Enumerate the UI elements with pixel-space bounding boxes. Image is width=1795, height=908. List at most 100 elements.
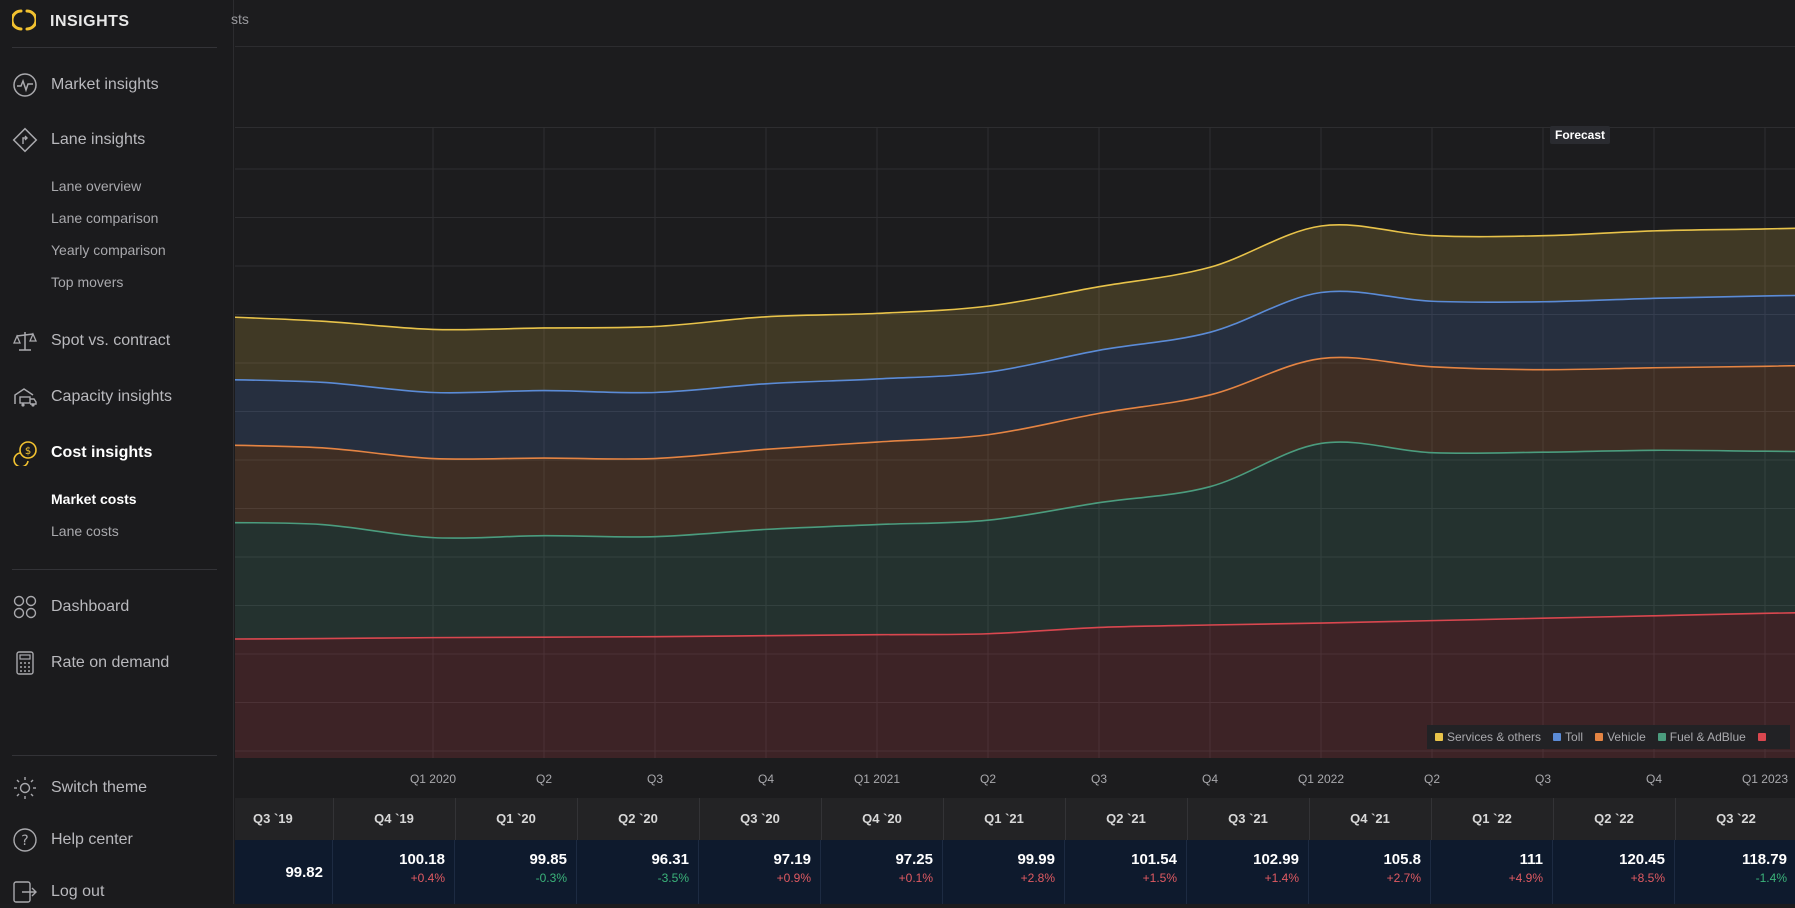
legend-swatch [1757,733,1766,741]
nav-market-insights[interactable]: Market insights [12,69,159,101]
column-header: Q1 `22 [1472,811,1512,826]
cell-value: 105.8 [1383,851,1421,868]
legend-swatch [1657,733,1666,741]
column-header: Q3 `22 [1716,811,1756,826]
table-cell: 99.82 [235,840,333,904]
chart-grid [235,127,1795,758]
cell-change: +8.5% [1630,871,1665,885]
road-sign-icon [12,127,38,153]
chart-areas [235,224,1795,759]
x-tick-label: Q3 [647,772,663,786]
chart-legend: Services & others Toll Vehicle Fuel & Ad… [1427,725,1790,749]
column-divider [1431,798,1432,840]
legend-item-fuel[interactable]: Fuel & AdBlue [1657,730,1746,744]
coins-icon: $ [12,440,38,466]
legend-item-vehicle[interactable]: Vehicle [1595,730,1646,744]
column-header: Q4 `20 [862,811,902,826]
cell-value: 97.19 [773,851,811,868]
nav-label: Lane insights [51,131,146,148]
nav-label: Spot vs. contract [51,332,171,349]
logout-button[interactable]: Log out [12,876,104,908]
help-center-link[interactable]: ? Help center [12,824,133,856]
column-divider [821,798,822,840]
nav-lane-insights[interactable]: Lane insights [12,124,145,156]
nav-rate-on-demand[interactable]: Rate on demand [12,647,169,679]
area-vehicle [235,357,1795,539]
x-tick-label: Q3 [1535,772,1551,786]
cell-value: 99.85 [529,851,567,868]
column-header: Q2 `22 [1594,811,1634,826]
cell-value: 97.25 [895,851,933,868]
sub-top-movers[interactable]: Top movers [51,274,124,290]
nav-cost-insights[interactable]: $ Cost insights [12,437,152,469]
line-other[interactable] [235,610,1795,640]
nav-capacity-insights[interactable]: Capacity insights [12,381,172,413]
sub-lane-costs[interactable]: Lane costs [51,523,119,539]
nav-spot-vs-contract[interactable]: Spot vs. contract [12,325,170,357]
logout-icon [12,879,38,905]
nav-label: Market insights [51,76,159,93]
cell-change: +2.7% [1386,871,1421,885]
cost-chart[interactable]: Q1 2020 Q2 Q3 Q4 Q1 2021 Q2 Q3 Q4 Q1 2022 Q2 Q3 Q4 Q… [235,127,1795,798]
sub-lane-comparison[interactable]: Lane comparison [51,210,159,226]
cell-change: +0.1% [898,871,933,885]
cell-change: +2.8% [1020,871,1055,885]
sub-lane-overview[interactable]: Lane overview [51,178,142,194]
switch-theme-button[interactable]: Switch theme [12,772,147,804]
area-fuel [235,442,1795,639]
scale-icon [12,328,38,354]
top-bar: sts [231,0,1795,47]
cell-value: 118.79 [1741,851,1787,868]
column-header: Q4 `21 [1350,811,1390,826]
column-divider [1065,798,1066,840]
line-vehicle[interactable] [235,356,1795,460]
nav-label: Switch theme [51,779,148,796]
area-toll [235,291,1795,460]
filter-bar [235,47,1795,128]
table-cell: 105.8 +2.7% [1309,840,1431,904]
table-cell: 99.99 +2.8% [943,840,1065,904]
x-tick-label: Q4 [758,772,774,786]
nav-label: Help center [51,831,133,848]
column-divider [1553,798,1554,840]
line-services[interactable] [235,224,1795,331]
column-divider [699,798,700,840]
cell-value: 99.82 [285,864,323,881]
x-tick-label: Q1 2023 [1742,772,1788,786]
legend-label: Toll [1565,730,1584,744]
cell-change: +0.9% [776,871,811,885]
line-toll[interactable] [235,290,1795,394]
table-cell: 101.54 +1.5% [1065,840,1187,904]
brand[interactable]: INSIGHTS [10,6,130,38]
nav-label: Cost insights [51,444,153,461]
table-cell: 120.45 +8.5% [1553,840,1675,904]
help-icon: ? [12,827,38,853]
breadcrumb[interactable]: sts [231,11,249,27]
x-tick-label: Q2 [536,772,552,786]
nav-dashboard[interactable]: Dashboard [12,591,129,623]
area-services [235,224,1795,393]
column-divider [1187,798,1188,840]
column-header: Q4 `19 [374,811,414,826]
cell-change: +4.9% [1508,871,1543,885]
legend-item-services[interactable]: Services & others [1435,730,1541,744]
sub-yearly-comparison[interactable]: Yearly comparison [51,242,166,258]
column-header: Q1 `21 [984,811,1024,826]
column-header: Q3 `20 [740,811,780,826]
legend-item-other[interactable] [1757,733,1770,741]
x-axis: Q1 2020 Q2 Q3 Q4 Q1 2021 Q2 Q3 Q4 Q1 2022 Q2 Q3 Q4 Q… [235,758,1795,798]
cell-change: -3.5% [657,871,689,885]
cell-value: 120.45 [1619,851,1665,868]
sub-market-costs[interactable]: Market costs [51,491,137,507]
main-content: sts Q1 2020 Q2 Q3 Q4 Q1 2021 Q2 Q3 Q4 Q1 2022 Q2 Q… [231,0,1795,904]
column-header: Q3 `19 [253,811,293,826]
sidebar-divider [12,569,217,570]
sidebar-divider [12,755,217,756]
cell-change: -1.4% [1755,871,1787,885]
legend-item-toll[interactable]: Toll [1553,730,1583,744]
column-divider [577,798,578,840]
table-row: 99.82 100.18 +0.4% 99.85 -0.3% 96.31 -3.5% 97.1… [235,840,1795,904]
cell-value: 111 [1519,851,1543,868]
cell-change: +1.5% [1142,871,1177,885]
line-fuel[interactable] [235,441,1795,539]
